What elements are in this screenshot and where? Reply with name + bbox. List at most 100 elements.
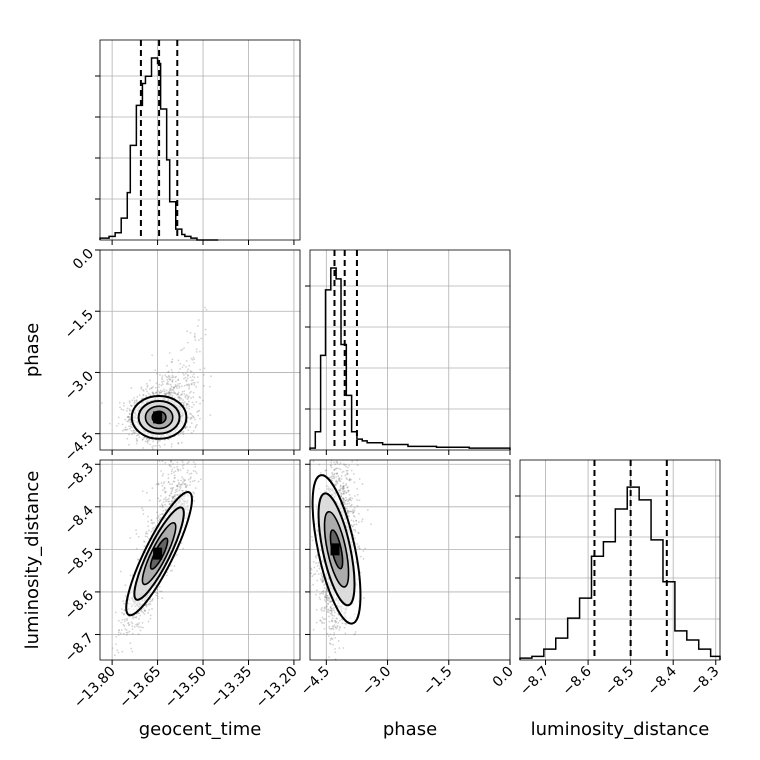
sample-point — [334, 397, 336, 399]
sample-point — [150, 387, 153, 390]
sample-point — [159, 513, 162, 516]
sample-point — [181, 372, 184, 375]
sample-point — [174, 497, 177, 500]
sample-point — [144, 440, 147, 443]
sample-point — [310, 568, 313, 571]
sample-point — [183, 390, 186, 392]
sample-point — [185, 365, 188, 368]
x-tick-label: −13.50 — [162, 664, 210, 712]
sample-point — [182, 403, 185, 405]
sample-point — [358, 284, 360, 286]
sample-point — [190, 428, 192, 430]
sample-point — [198, 396, 201, 398]
sample-point — [187, 400, 190, 403]
sample-point — [194, 426, 197, 429]
sample-point — [115, 643, 117, 645]
sample-point — [181, 481, 184, 484]
sample-point — [190, 379, 193, 382]
sample-point — [177, 379, 180, 382]
sample-point — [168, 494, 171, 497]
sample-point — [322, 592, 325, 595]
sample-point — [194, 344, 196, 346]
sample-point — [319, 471, 322, 474]
sample-point — [148, 529, 150, 532]
sample-point — [369, 354, 371, 356]
sample-point — [128, 400, 131, 402]
sample-point — [188, 386, 191, 388]
sample-point — [197, 410, 200, 413]
sample-point — [331, 479, 333, 482]
sample-point — [171, 371, 174, 374]
sample-point — [168, 463, 171, 466]
sample-point — [101, 402, 103, 404]
sample-point — [173, 471, 175, 474]
sample-point — [195, 401, 198, 403]
sample-point — [341, 487, 343, 490]
sample-point — [121, 650, 124, 653]
sample-point — [163, 486, 166, 489]
sample-point — [355, 519, 358, 522]
sample-point — [191, 375, 194, 378]
sample-point — [125, 633, 128, 636]
sample-point — [129, 574, 132, 577]
sample-point — [181, 366, 184, 369]
sample-point — [188, 335, 190, 337]
sample-point — [150, 521, 153, 524]
sample-point — [177, 469, 180, 472]
sample-point — [144, 610, 146, 612]
sample-point — [128, 624, 130, 627]
sample-point — [321, 578, 324, 581]
sample-point — [188, 364, 191, 367]
sample-point — [121, 611, 123, 614]
sample-point — [117, 619, 120, 622]
sample-point — [168, 377, 170, 380]
sample-point — [356, 464, 359, 467]
sample-point — [145, 394, 147, 397]
sample-point — [139, 629, 142, 632]
sample-point — [184, 376, 187, 379]
sample-point — [173, 466, 176, 469]
sample-point — [336, 452, 338, 454]
sample-point — [182, 480, 185, 483]
sample-point — [157, 497, 160, 500]
sample-point — [203, 384, 205, 387]
sample-point — [171, 487, 174, 490]
sample-point — [185, 383, 188, 386]
sample-point — [174, 376, 177, 379]
sample-point — [176, 488, 179, 491]
sample-point — [170, 490, 173, 492]
sample-point — [147, 620, 150, 623]
sample-point — [196, 411, 199, 413]
sample-point — [191, 480, 194, 483]
sample-point — [354, 445, 356, 447]
sample-point — [177, 441, 180, 444]
sample-point — [156, 597, 159, 600]
sample-point — [123, 404, 125, 407]
sample-point — [123, 428, 126, 431]
sample-point — [123, 612, 126, 615]
sample-point — [155, 391, 158, 394]
sample-point — [176, 384, 179, 387]
sample-point — [141, 507, 143, 510]
sample-point — [129, 418, 132, 421]
x-tick-label: −13.20 — [253, 664, 301, 712]
sample-point — [185, 364, 187, 366]
sample-point — [155, 483, 158, 486]
sample-point — [158, 585, 161, 588]
sample-point — [124, 595, 127, 597]
sample-point — [185, 359, 188, 362]
sample-point — [167, 392, 170, 394]
sample-point — [193, 332, 196, 335]
sample-point — [129, 427, 131, 430]
sample-point — [170, 445, 173, 448]
sample-point — [213, 352, 215, 354]
sample-point — [122, 632, 125, 635]
sample-point — [128, 413, 131, 416]
sample-point — [329, 609, 332, 612]
sample-point — [184, 395, 187, 398]
sample-point — [188, 405, 190, 408]
sample-point — [178, 485, 181, 488]
sample-point — [143, 609, 146, 612]
panel-frame — [519, 459, 721, 661]
sample-point — [153, 526, 155, 529]
